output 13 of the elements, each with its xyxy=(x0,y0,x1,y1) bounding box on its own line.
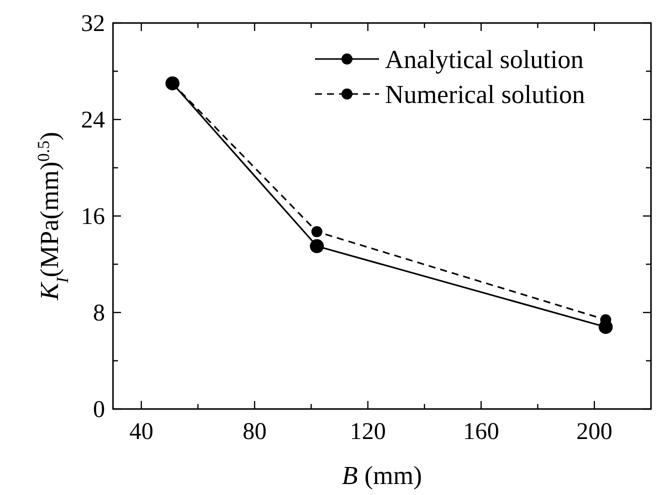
legend-label: Numerical solution xyxy=(385,80,586,109)
legend-label: Analytical solution xyxy=(385,45,584,74)
y-tick-label: 16 xyxy=(81,204,105,230)
x-tick-label: 160 xyxy=(463,419,500,445)
x-tick-label: 80 xyxy=(242,419,267,445)
x-tick-label: 200 xyxy=(576,419,612,445)
x-axis-title: B (mm) xyxy=(342,461,422,490)
y-tick-label: 32 xyxy=(81,11,105,37)
y-tick-label: 8 xyxy=(93,300,105,326)
x-tick-label: 40 xyxy=(129,419,154,445)
y-tick-label: 0 xyxy=(93,397,105,423)
x-tick-label: 120 xyxy=(350,419,386,445)
y-tick-label: 24 xyxy=(81,108,105,134)
